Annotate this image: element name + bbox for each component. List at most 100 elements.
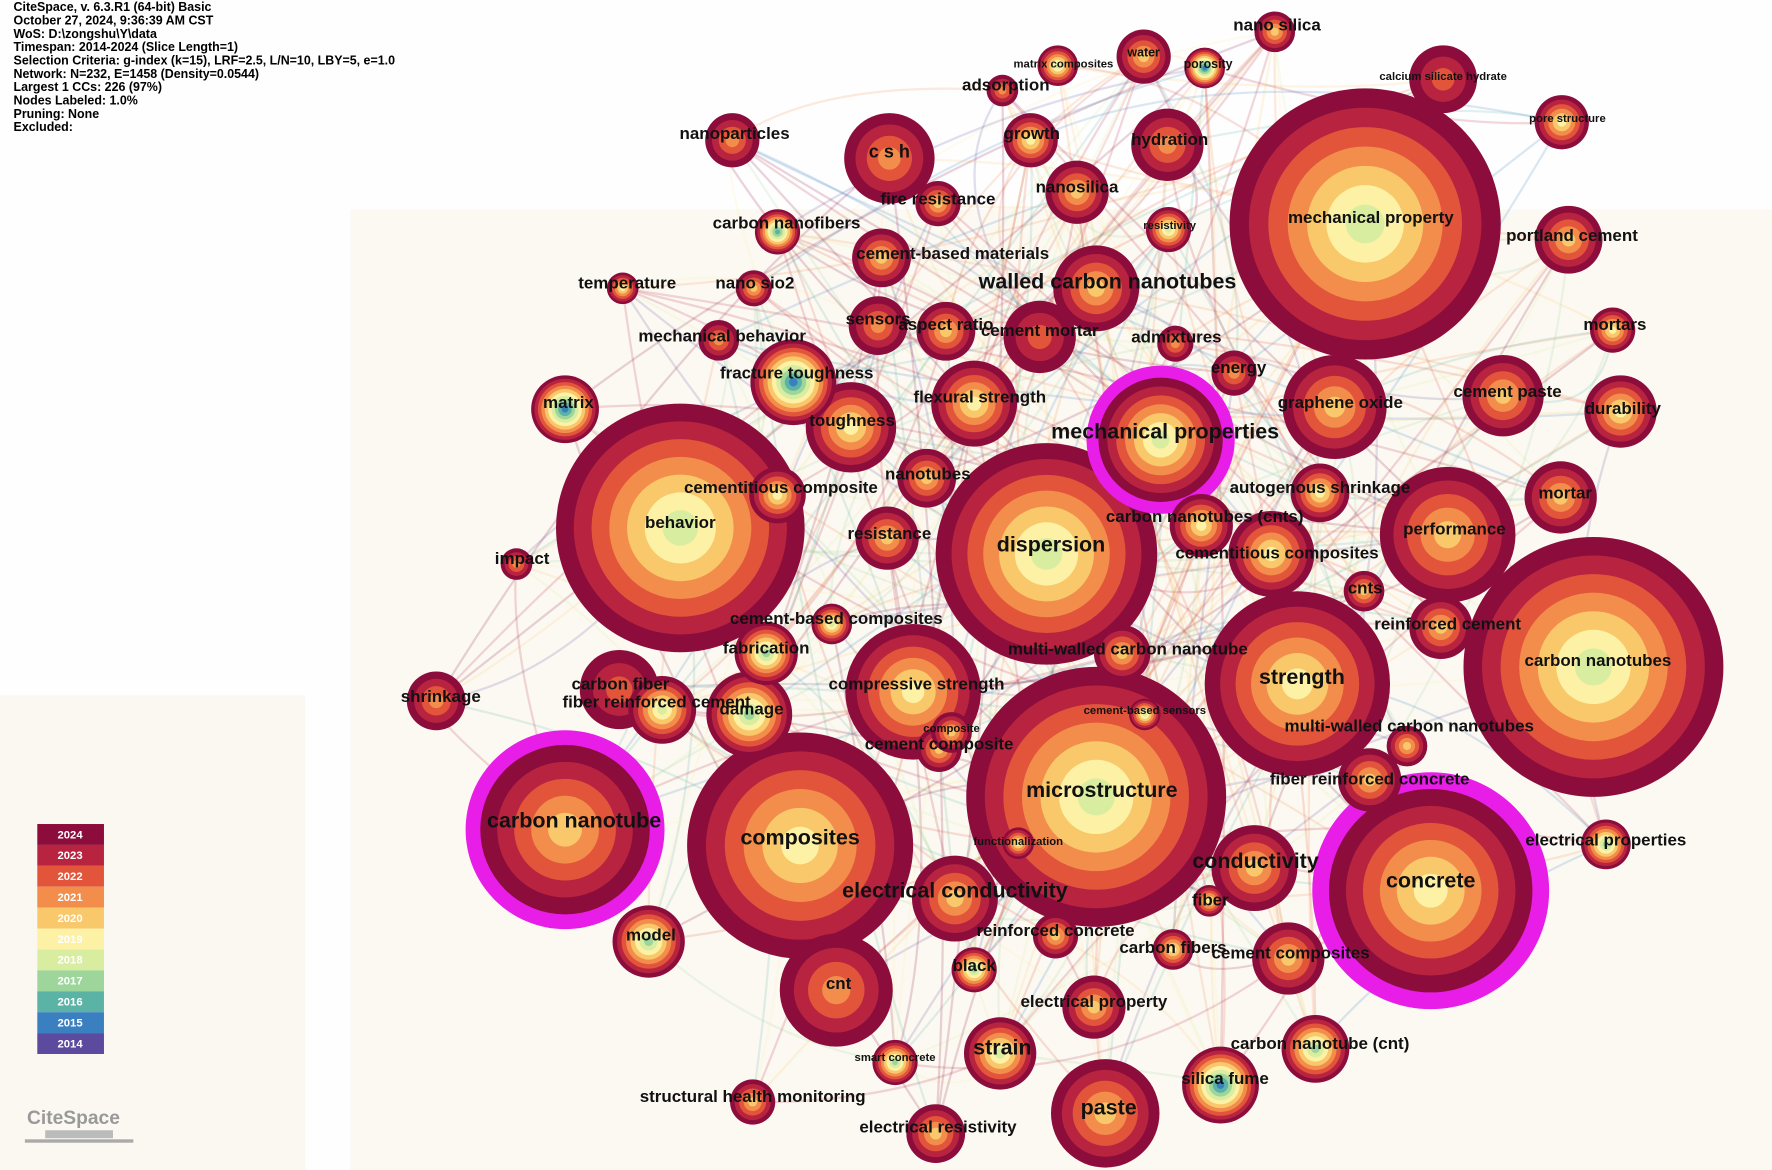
node-label: composites — [740, 825, 859, 849]
node-ring — [1116, 647, 1128, 660]
node — [1252, 922, 1325, 995]
node-label: resistivity — [1143, 220, 1196, 232]
node-ring — [743, 709, 755, 720]
node — [1003, 300, 1076, 374]
node-ring — [1054, 62, 1061, 69]
node-label: carbon nanotubes (cnts) — [1106, 507, 1304, 526]
node-label: behavior — [645, 513, 716, 532]
node — [1128, 698, 1161, 731]
node — [1193, 885, 1226, 917]
legend-year: 2014 — [57, 1038, 83, 1050]
node — [1182, 1046, 1259, 1124]
node-ring — [1557, 117, 1567, 127]
edge — [647, 940, 896, 1064]
node-label: mechanical behavior — [638, 326, 806, 345]
node — [1229, 88, 1501, 360]
node-ring — [1202, 65, 1207, 71]
header-line: October 27, 2024, 9:36:39 AM CST — [14, 14, 214, 28]
edge — [1166, 144, 1321, 494]
edge — [831, 533, 1448, 626]
node-label: mortar — [1538, 484, 1592, 503]
node — [931, 712, 972, 753]
node — [750, 339, 837, 426]
node-ring — [1315, 487, 1325, 498]
node — [1211, 350, 1257, 396]
node — [1002, 827, 1035, 860]
legend-year: 2020 — [57, 913, 82, 925]
node-ring — [1324, 396, 1346, 418]
node-ring — [1228, 367, 1240, 379]
node-ring — [933, 199, 943, 209]
node-label: fracture toughness — [720, 364, 873, 383]
node-label: carbon nanotube — [487, 808, 661, 832]
node-ring — [606, 676, 633, 703]
node-ring — [843, 419, 859, 435]
node — [1045, 160, 1109, 224]
node — [963, 1017, 1037, 1090]
node — [612, 905, 685, 978]
node-label: portland cement — [1506, 226, 1638, 245]
node-label: multi-walled carbon nanotubes — [1285, 716, 1534, 735]
node — [872, 1039, 918, 1086]
logo: CiteSpace — [24, 1108, 134, 1143]
node — [915, 180, 961, 227]
node-label: fiber reinforced concrete — [1270, 769, 1470, 788]
node-ring — [1561, 232, 1576, 247]
node — [706, 671, 793, 758]
node-label: cementitious composite — [684, 478, 878, 497]
node-ring — [1015, 840, 1021, 846]
node — [1184, 47, 1226, 89]
node-ring — [901, 680, 925, 704]
node-ring — [1614, 405, 1627, 418]
node — [1463, 536, 1724, 797]
node — [1003, 113, 1058, 168]
node-label: paste — [1081, 1095, 1137, 1119]
node — [500, 548, 533, 580]
edge — [1167, 229, 1273, 555]
node-label: growth — [1004, 124, 1060, 143]
node — [1145, 206, 1192, 253]
node — [1281, 1015, 1350, 1083]
node — [1050, 1059, 1160, 1168]
node-label: fire resistance — [881, 190, 996, 209]
node-ring — [1170, 339, 1180, 349]
node-label: cementitious composites — [1175, 543, 1378, 562]
node — [966, 666, 1227, 927]
node-label: electrical resistivity — [859, 1117, 1017, 1136]
node-label: microstructure — [1026, 778, 1178, 802]
node — [1169, 494, 1233, 558]
legend-year: 2016 — [57, 997, 82, 1009]
node-label: matrix — [543, 393, 594, 412]
node-ring — [1281, 668, 1313, 700]
node-label: sensors — [846, 309, 911, 328]
node — [749, 466, 806, 524]
node-ring — [1602, 841, 1609, 848]
node-ring — [1027, 324, 1052, 349]
node — [1086, 365, 1235, 514]
node-ring — [1434, 521, 1462, 549]
node-label: temperature — [578, 273, 676, 292]
node-ring — [1030, 538, 1063, 570]
node-ring — [1345, 204, 1385, 244]
edge — [944, 55, 1145, 332]
header-line: Largest 1 CCs: 226 (97%) — [14, 80, 162, 94]
node-ring — [998, 86, 1007, 95]
edge — [831, 403, 976, 626]
node — [848, 296, 908, 356]
node-label: cement composite — [865, 734, 1014, 753]
node-label: electrical properties — [1525, 830, 1686, 849]
node — [811, 603, 853, 645]
node-ring — [1553, 490, 1568, 505]
edge — [753, 30, 1275, 290]
node-ring — [870, 318, 886, 333]
node-label: porosity — [1184, 57, 1233, 71]
node — [931, 360, 1018, 447]
node-label: matrix composites — [1014, 59, 1114, 71]
node-ring — [946, 890, 964, 908]
node — [844, 113, 935, 204]
legend-swatch — [37, 844, 104, 866]
node-ring — [947, 728, 956, 737]
edge — [731, 87, 1003, 142]
node-ring — [920, 472, 933, 485]
node — [906, 1104, 966, 1164]
